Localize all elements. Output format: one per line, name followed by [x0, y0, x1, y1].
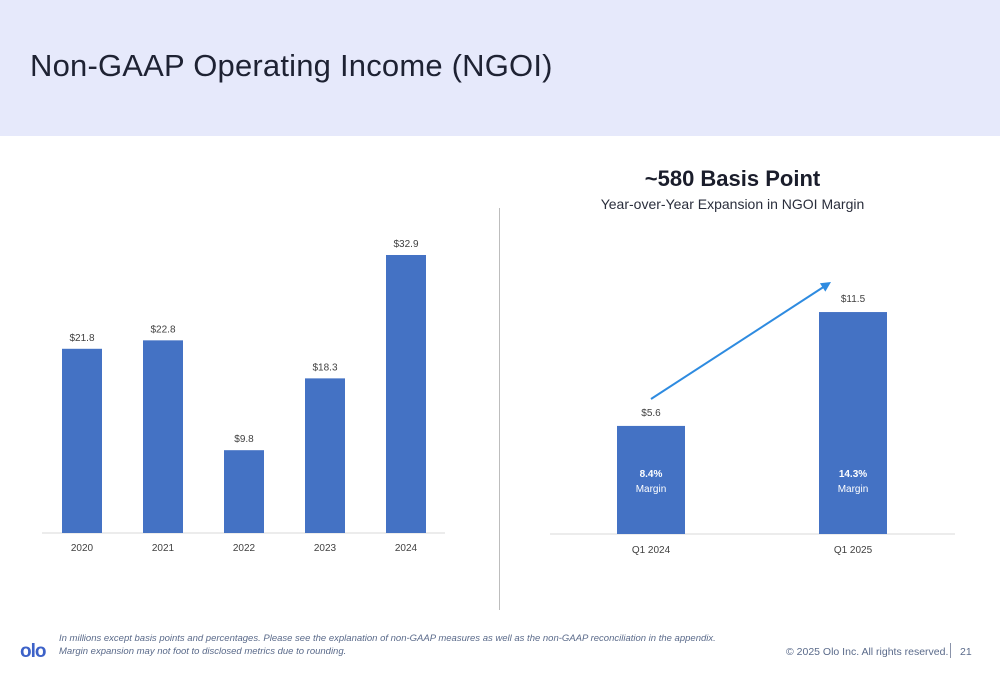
data-label-2024: $32.9	[393, 239, 418, 250]
bar-2023	[305, 378, 345, 533]
data-label-2021: $22.8	[150, 324, 175, 335]
annual-ngoi-chart: $21.8 2020 $22.8 2021 $9.8 2022 $18.3 2023 $32.9…	[42, 239, 445, 554]
margin-value-q1-2025: 14.3%	[839, 469, 867, 480]
bar-2024	[386, 254, 426, 533]
margin-value-q1-2024: 8.4%	[640, 469, 663, 480]
x-tick-label-q1-2024: Q1 2024	[632, 545, 671, 556]
growth-arrow-head	[819, 282, 831, 292]
growth-arrow-line	[650, 285, 826, 400]
bar-q1-2025	[819, 312, 887, 534]
copyright-text: © 2025 Olo Inc. All rights reserved.	[786, 646, 949, 658]
page-number: 21	[960, 646, 972, 658]
data-label-q1-2025: $11.5	[841, 294, 866, 305]
data-label-2020: $21.8	[69, 333, 94, 344]
olo-logo: olo	[20, 641, 46, 662]
footnote-line-1: In millions except basis points and perc…	[59, 633, 716, 644]
headline: ~580 Basis Point	[644, 166, 821, 191]
x-tick-label-q1-2025: Q1 2025	[834, 545, 873, 556]
x-tick-label-2024: 2024	[395, 543, 418, 554]
subheadline: Year-over-Year Expansion in NGOI Margin	[600, 196, 865, 212]
data-label-q1-2024: $5.6	[641, 408, 661, 419]
data-label-2022: $9.8	[234, 434, 254, 445]
x-tick-label-2023: 2023	[314, 543, 337, 554]
chart-divider	[499, 208, 500, 610]
x-tick-label-2020: 2020	[71, 543, 94, 554]
footnote: In millions except basis points and perc…	[59, 632, 716, 658]
bar-2020	[62, 348, 102, 533]
margin-label-q1-2024: Margin	[636, 484, 667, 495]
bar-2021	[143, 340, 183, 533]
footnote-line-2: Margin expansion may not foot to disclos…	[59, 646, 347, 657]
margin-label-q1-2025: Margin	[838, 484, 869, 495]
bar-2022	[224, 450, 264, 533]
bar-q1-2024	[617, 425, 685, 534]
x-tick-label-2021: 2021	[152, 543, 175, 554]
footer-separator	[950, 643, 951, 658]
page-title: Non-GAAP Operating Income (NGOI)	[30, 48, 553, 83]
quarterly-ngoi-chart: $5.6 Q1 2024 8.4% Margin $11.5 Q1 2025 14.3% Ma…	[550, 282, 955, 556]
x-tick-label-2022: 2022	[233, 543, 256, 554]
title-banner	[0, 0, 1000, 136]
data-label-2023: $18.3	[312, 362, 337, 373]
